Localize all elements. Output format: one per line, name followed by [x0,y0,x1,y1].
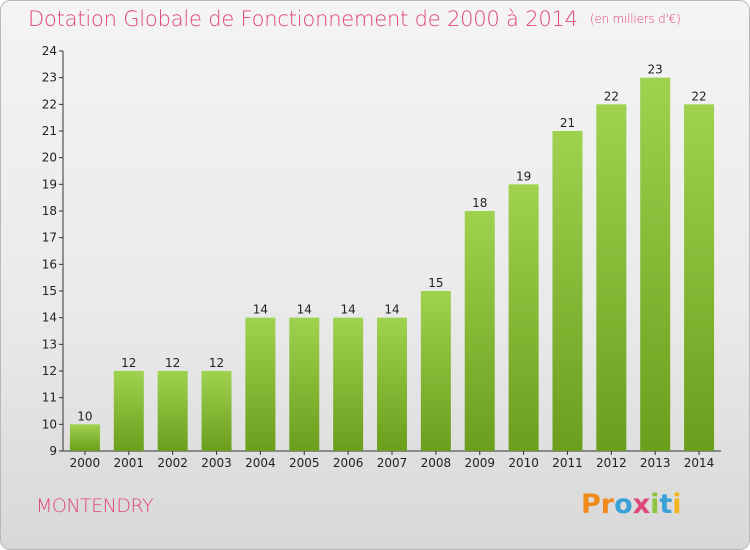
bar-2003 [201,371,232,451]
bar-2005 [289,317,320,451]
logo-letter: x [632,489,651,520]
data-label-2002: 12 [165,356,180,370]
data-label-2012: 22 [604,89,619,103]
bar-2011 [552,131,583,451]
y-tick-label: 16 [42,257,57,271]
x-tick-label-2006: 2006 [333,456,364,470]
bar-2001 [113,371,144,451]
bar-2013 [640,77,671,452]
data-label-2004: 14 [253,303,268,317]
y-tick-label: 19 [42,177,57,191]
x-tick-label-2010: 2010 [508,456,539,470]
y-tick-label: 21 [42,124,57,138]
data-label-2000: 10 [77,409,92,423]
chart-title-text: Dotation Globale de Fonctionnement de 20… [28,7,578,31]
y-tick-label: 12 [42,364,57,378]
y-tick-label: 9 [49,444,57,458]
y-tick-label: 17 [42,231,57,245]
x-tick-label-2003: 2003 [201,456,232,470]
bar-2008 [420,291,451,451]
x-tick-label-2014: 2014 [684,456,715,470]
logo-letter: P [581,489,601,520]
y-tick-label: 15 [42,284,57,298]
y-tick-label: 23 [42,71,57,85]
bar-2004 [245,317,276,451]
bar-2007 [377,317,407,451]
y-tick-label: 24 [42,44,57,58]
logo-letter: o [614,489,633,520]
bar-2009 [464,211,495,451]
bar-2002 [157,371,188,451]
data-label-2005: 14 [297,303,312,317]
bar-2006 [333,317,364,451]
chart-title: Dotation Globale de Fonctionnement de 20… [28,7,681,31]
data-label-2008: 15 [428,276,443,290]
data-label-2001: 12 [121,356,136,370]
data-label-2006: 14 [340,303,355,317]
bar-2010 [508,184,539,452]
y-tick-label: 18 [42,204,57,218]
logo-letter: i [672,489,682,520]
x-tick-label-2007: 2007 [377,456,408,470]
data-label-2003: 12 [209,356,224,370]
data-label-2010: 19 [516,169,531,183]
y-tick-label: 10 [42,417,57,431]
x-tick-label-2012: 2012 [596,456,627,470]
logo-letter: i [650,489,660,520]
chart-subtitle: (en milliers d'€) [589,12,681,26]
x-tick-label-2000: 2000 [70,456,101,470]
x-tick-label-2002: 2002 [157,456,188,470]
data-label-2011: 21 [560,116,575,130]
data-label-2009: 18 [472,196,487,210]
x-tick-label-2008: 2008 [421,456,452,470]
logo-letter: t [659,489,673,520]
x-tick-label-2013: 2013 [640,456,671,470]
y-tick-label: 22 [42,97,57,111]
bar-2014 [684,104,715,451]
y-tick-label: 14 [42,311,57,325]
x-tick-label-2009: 2009 [464,456,495,470]
data-label-2014: 22 [691,89,706,103]
data-label-2007: 14 [384,303,399,317]
x-tick-label-2005: 2005 [289,456,320,470]
town-name: MONTENDRY [36,495,154,517]
data-label-2013: 23 [648,63,663,77]
x-tick-label-2001: 2001 [114,456,145,470]
bar-2000 [69,424,100,451]
bar-2012 [596,104,627,451]
x-tick-label-2004: 2004 [245,456,276,470]
x-tick-label-2011: 2011 [552,456,583,470]
y-tick-label: 11 [42,391,57,405]
proxiti-logo: Proxiti [581,489,682,520]
y-tick-label: 13 [42,337,57,351]
logo-letter: r [600,489,615,520]
y-tick-label: 20 [42,151,57,165]
